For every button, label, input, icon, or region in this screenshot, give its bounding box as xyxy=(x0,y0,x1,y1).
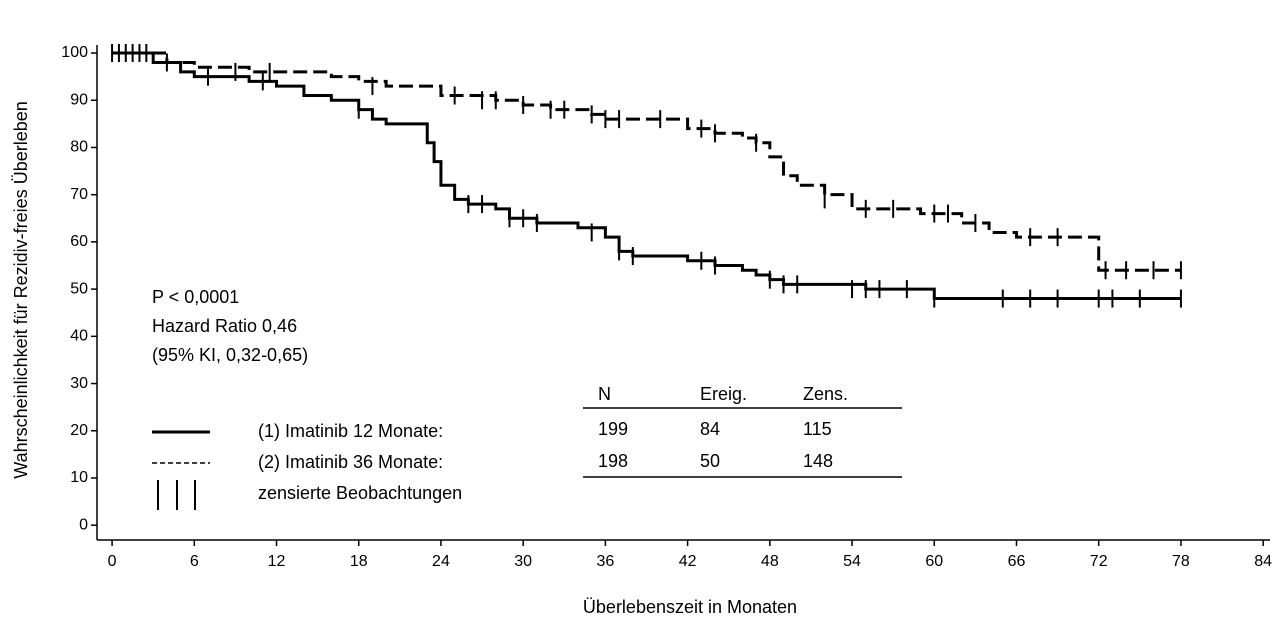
table-cell: 84 xyxy=(700,419,720,439)
legend-label: (2) Imatinib 36 Monate: xyxy=(258,452,443,472)
table-cell: 199 xyxy=(598,419,628,439)
x-tick-label: 18 xyxy=(350,553,368,570)
x-tick-label: 42 xyxy=(679,553,697,570)
x-tick-label: 48 xyxy=(761,553,779,570)
annotation: (95% KI, 0,32-0,65) xyxy=(152,345,308,365)
y-tick-label: 80 xyxy=(70,139,88,156)
survival-curve xyxy=(112,51,1181,272)
x-tick-label: 36 xyxy=(596,553,614,570)
x-tick-label: 12 xyxy=(268,553,286,570)
y-axis-label: Wahrscheinlichkeit für Rezidiv-freies Üb… xyxy=(11,101,31,478)
annotation: P < 0,0001 xyxy=(152,287,239,307)
table-cell: 50 xyxy=(700,451,720,471)
y-tick-label: 50 xyxy=(70,280,88,297)
survival-curve xyxy=(112,51,1181,301)
x-tick-label: 6 xyxy=(190,553,199,570)
table-header: Ereig. xyxy=(700,384,747,404)
x-tick-label: 30 xyxy=(514,553,532,570)
x-tick-label: 0 xyxy=(108,553,117,570)
x-tick-label: 72 xyxy=(1090,553,1108,570)
table-header: Zens. xyxy=(803,384,848,404)
table-cell: 148 xyxy=(803,451,833,471)
table-header: N xyxy=(598,384,611,404)
y-tick-label: 60 xyxy=(70,233,88,250)
x-tick-label: 60 xyxy=(925,553,943,570)
x-tick-label: 66 xyxy=(1008,553,1026,570)
table-cell: 198 xyxy=(598,451,628,471)
y-tick-label: 10 xyxy=(70,469,88,486)
y-tick-label: 40 xyxy=(70,328,88,345)
y-tick-label: 70 xyxy=(70,186,88,203)
censor-legend-symbol xyxy=(157,480,196,510)
y-tick-label: 100 xyxy=(61,44,88,61)
legend-label: (1) Imatinib 12 Monate: xyxy=(258,421,443,441)
x-tick-label: 84 xyxy=(1254,553,1272,570)
legend-label: zensierte Beobachtungen xyxy=(258,483,462,503)
x-tick-label: 54 xyxy=(843,553,861,570)
x-tick-label: 24 xyxy=(432,553,450,570)
y-tick-label: 90 xyxy=(70,91,88,108)
x-tick-label: 78 xyxy=(1172,553,1190,570)
y-tick-label: 30 xyxy=(70,375,88,392)
x-axis-label: Überlebenszeit in Monaten xyxy=(583,597,797,617)
y-tick-label: 20 xyxy=(70,422,88,439)
table-cell: 115 xyxy=(803,419,832,439)
annotation: Hazard Ratio 0,46 xyxy=(152,316,297,336)
y-tick-label: 0 xyxy=(79,516,88,533)
